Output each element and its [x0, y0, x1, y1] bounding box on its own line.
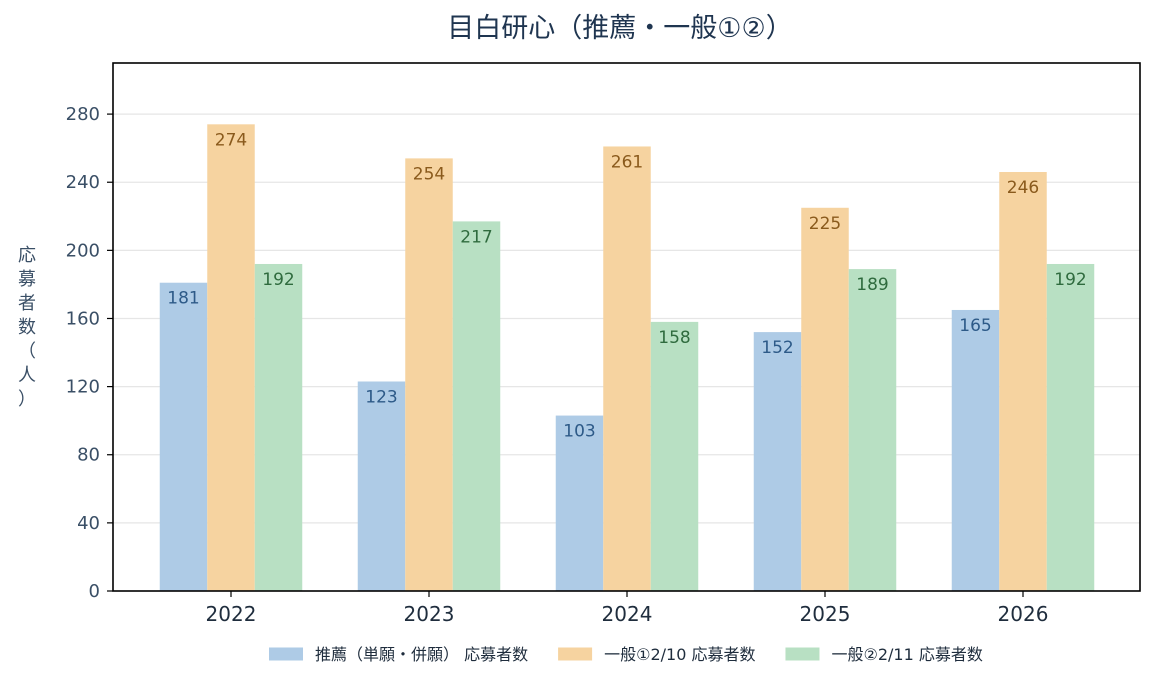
bar	[405, 158, 453, 591]
y-tick-label: 120	[66, 377, 100, 398]
legend-label: 推薦（単願・併願） 応募者数	[315, 645, 528, 664]
y-tick-label: 80	[77, 445, 100, 466]
data-label: 225	[809, 214, 841, 234]
data-label: 217	[460, 227, 492, 247]
bars	[159, 124, 1095, 591]
data-label: 274	[215, 130, 247, 150]
data-label: 158	[658, 328, 690, 348]
legend-item: 一般①2/10 応募者数	[558, 645, 755, 664]
bar	[207, 124, 255, 591]
x-tick-label: 2023	[404, 602, 455, 626]
legend: 推薦（単願・併願） 応募者数 一般①2/10 応募者数 一般②2/11 応募者数	[269, 645, 983, 664]
bar	[801, 207, 849, 591]
y-tick-label: 40	[77, 513, 100, 534]
legend-item: 一般②2/11 応募者数	[785, 645, 983, 664]
y-tick-label: 0	[89, 581, 100, 602]
y-tick-label: 200	[66, 240, 100, 261]
data-label: 192	[1054, 270, 1086, 290]
y-tick-label: 160	[66, 308, 100, 329]
bar	[753, 332, 802, 591]
bar	[951, 309, 1000, 591]
bar	[650, 321, 699, 591]
bar	[555, 415, 604, 591]
data-label: 254	[413, 164, 445, 184]
legend-swatch	[558, 647, 593, 661]
legend-item: 推薦（単願・併願） 応募者数	[269, 645, 528, 664]
chart-title: 目白研心（推薦・一般①②）	[447, 13, 792, 44]
data-label: 189	[856, 275, 888, 295]
bar	[452, 221, 501, 591]
y-tick-label: 240	[66, 172, 100, 193]
data-label: 103	[563, 422, 595, 442]
bar	[603, 146, 651, 591]
legend-label: 一般②2/11 応募者数	[831, 645, 982, 664]
data-label: 165	[959, 316, 991, 336]
data-label: 246	[1007, 178, 1039, 198]
bar	[159, 282, 208, 591]
data-labels: 181 274 192 123 254 217 103 261 158 152 225 189 165 2…	[167, 130, 1086, 441]
bar	[999, 172, 1047, 591]
data-label: 261	[611, 152, 643, 172]
y-tick-label: 280	[66, 104, 100, 125]
data-label: 192	[262, 270, 294, 290]
x-tick-label: 2025	[800, 602, 851, 626]
x-tick-label: 2026	[998, 602, 1049, 626]
bar	[357, 381, 406, 591]
bar	[254, 263, 303, 591]
data-label: 152	[761, 338, 793, 358]
bar	[1046, 263, 1095, 591]
x-tick-label: 2024	[602, 602, 653, 626]
legend-label: 一般①2/10 応募者数	[604, 645, 755, 664]
x-tick-label: 2022	[206, 602, 257, 626]
legend-swatch	[785, 647, 820, 661]
y-axis-label: 応募者数（人）	[18, 245, 36, 410]
data-label: 123	[365, 388, 397, 408]
y-axis-ticks: 0 40 80 120 160 200 240 280	[66, 104, 113, 602]
legend-swatch	[269, 647, 303, 661]
x-axis-ticks: 2022 2023 2024 2025 2026	[206, 591, 1049, 626]
bar	[848, 269, 897, 591]
data-label: 181	[167, 289, 199, 309]
